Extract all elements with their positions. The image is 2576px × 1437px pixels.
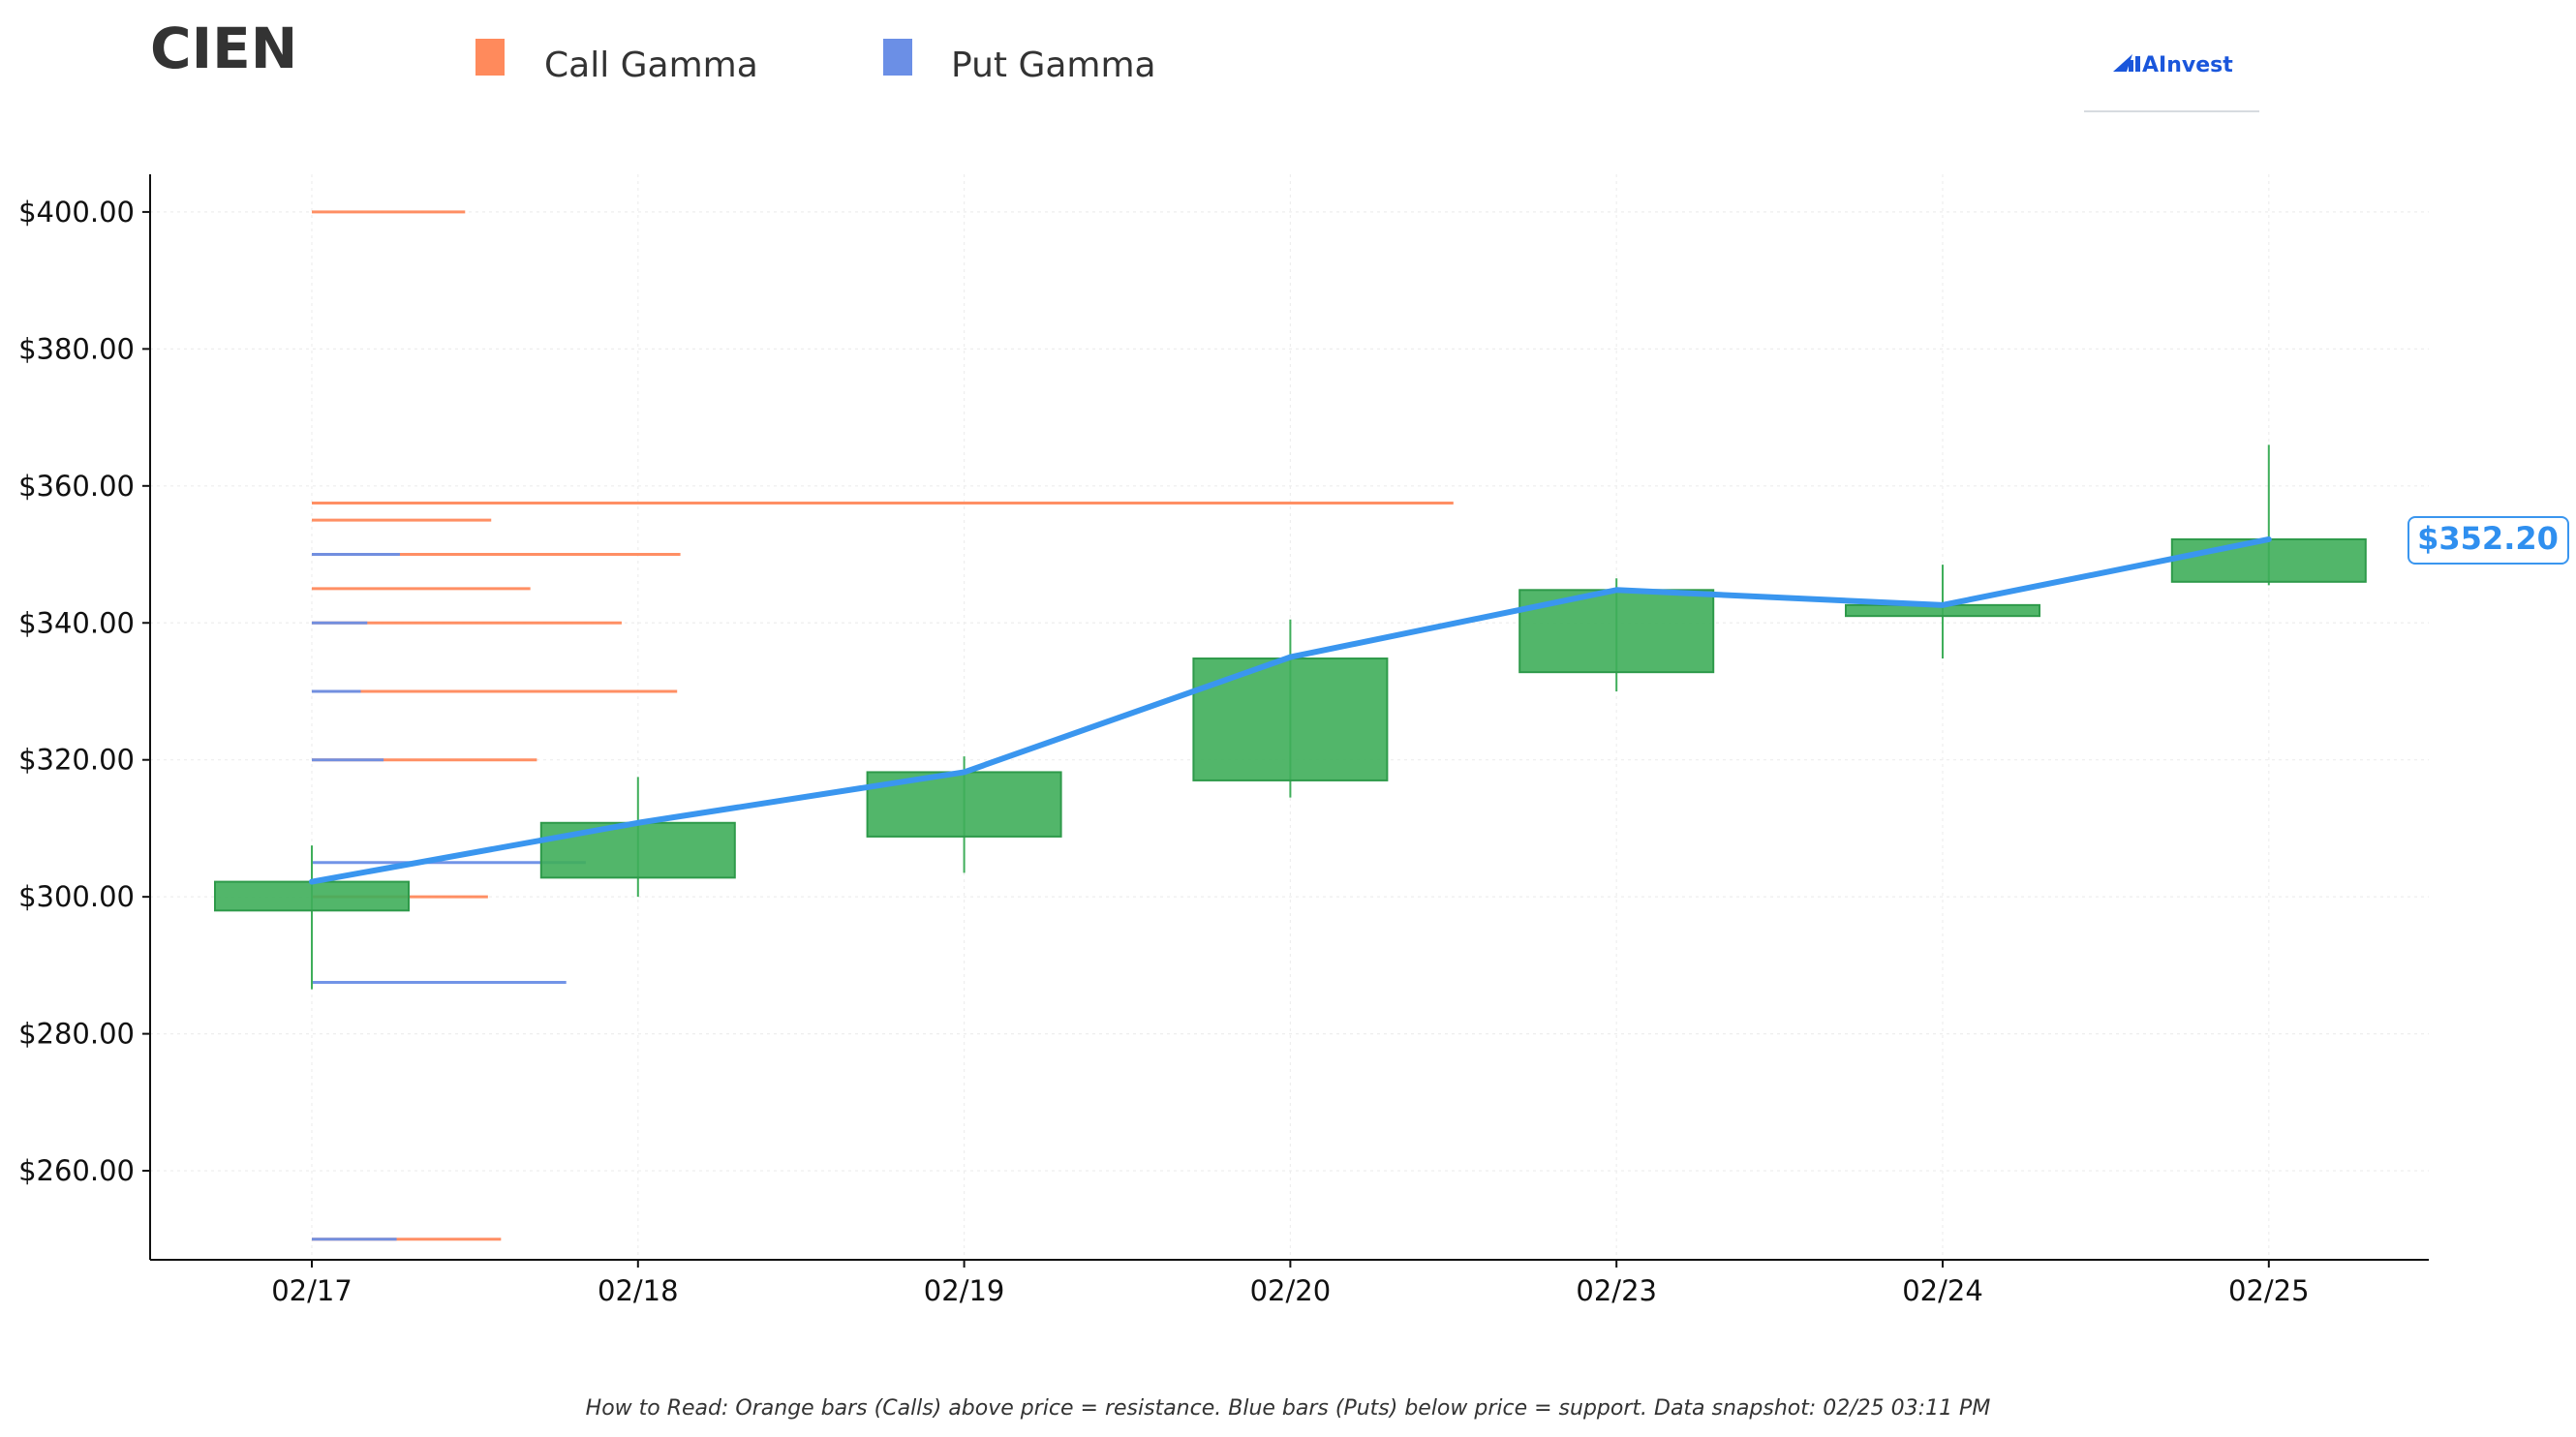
ticker-title: CIEN — [150, 15, 297, 81]
candle-body — [214, 880, 410, 912]
legend: Call Gamma Put Gamma — [475, 39, 1156, 85]
x-tick-label: 02/23 — [1576, 1274, 1657, 1307]
candle-body — [539, 821, 736, 879]
y-tick-label: $300.00 — [18, 880, 135, 913]
x-tick-label: 02/20 — [1250, 1274, 1332, 1307]
y-tick-label: $260.00 — [18, 1154, 135, 1187]
x-tick-label: 02/19 — [924, 1274, 1005, 1307]
y-tick-label: $360.00 — [18, 470, 135, 503]
price-line-group — [309, 535, 2272, 885]
y-tick-label: $400.00 — [18, 196, 135, 229]
current-price-label: $352.20 — [2417, 520, 2559, 557]
y-tick-label: $280.00 — [18, 1018, 135, 1051]
chart-logo-icon — [2113, 54, 2140, 72]
y-tick-label: $320.00 — [18, 744, 135, 777]
x-tick-label: 02/25 — [2228, 1274, 2310, 1307]
ainvest-logo: AInvest — [2084, 53, 2259, 112]
candle-body — [1192, 657, 1389, 781]
x-tick-label: 02/18 — [598, 1274, 679, 1307]
candle-body — [2170, 537, 2367, 583]
y-tick-label: $340.00 — [18, 606, 135, 639]
footnote: How to Read: Orange bars (Calls) above p… — [586, 1396, 1991, 1421]
current-price-badge: $352.20 — [2407, 516, 2569, 565]
y-tick-label: $380.00 — [18, 332, 135, 365]
legend-put-swatch — [883, 39, 912, 76]
legend-call-label: Call Gamma — [544, 46, 758, 85]
legend-put-label: Put Gamma — [951, 46, 1156, 85]
logo-text: AInvest — [2142, 53, 2233, 77]
axes: $260.00 $280.00 $300.00 $320.00 $340.00 $360.… — [18, 174, 2429, 1307]
price-badge-box — [2407, 516, 2569, 565]
x-tick-label: 02/24 — [1902, 1274, 1983, 1307]
price-line — [309, 535, 2272, 885]
x-tick-label: 02/17 — [271, 1274, 353, 1307]
legend-call-swatch — [475, 39, 505, 76]
